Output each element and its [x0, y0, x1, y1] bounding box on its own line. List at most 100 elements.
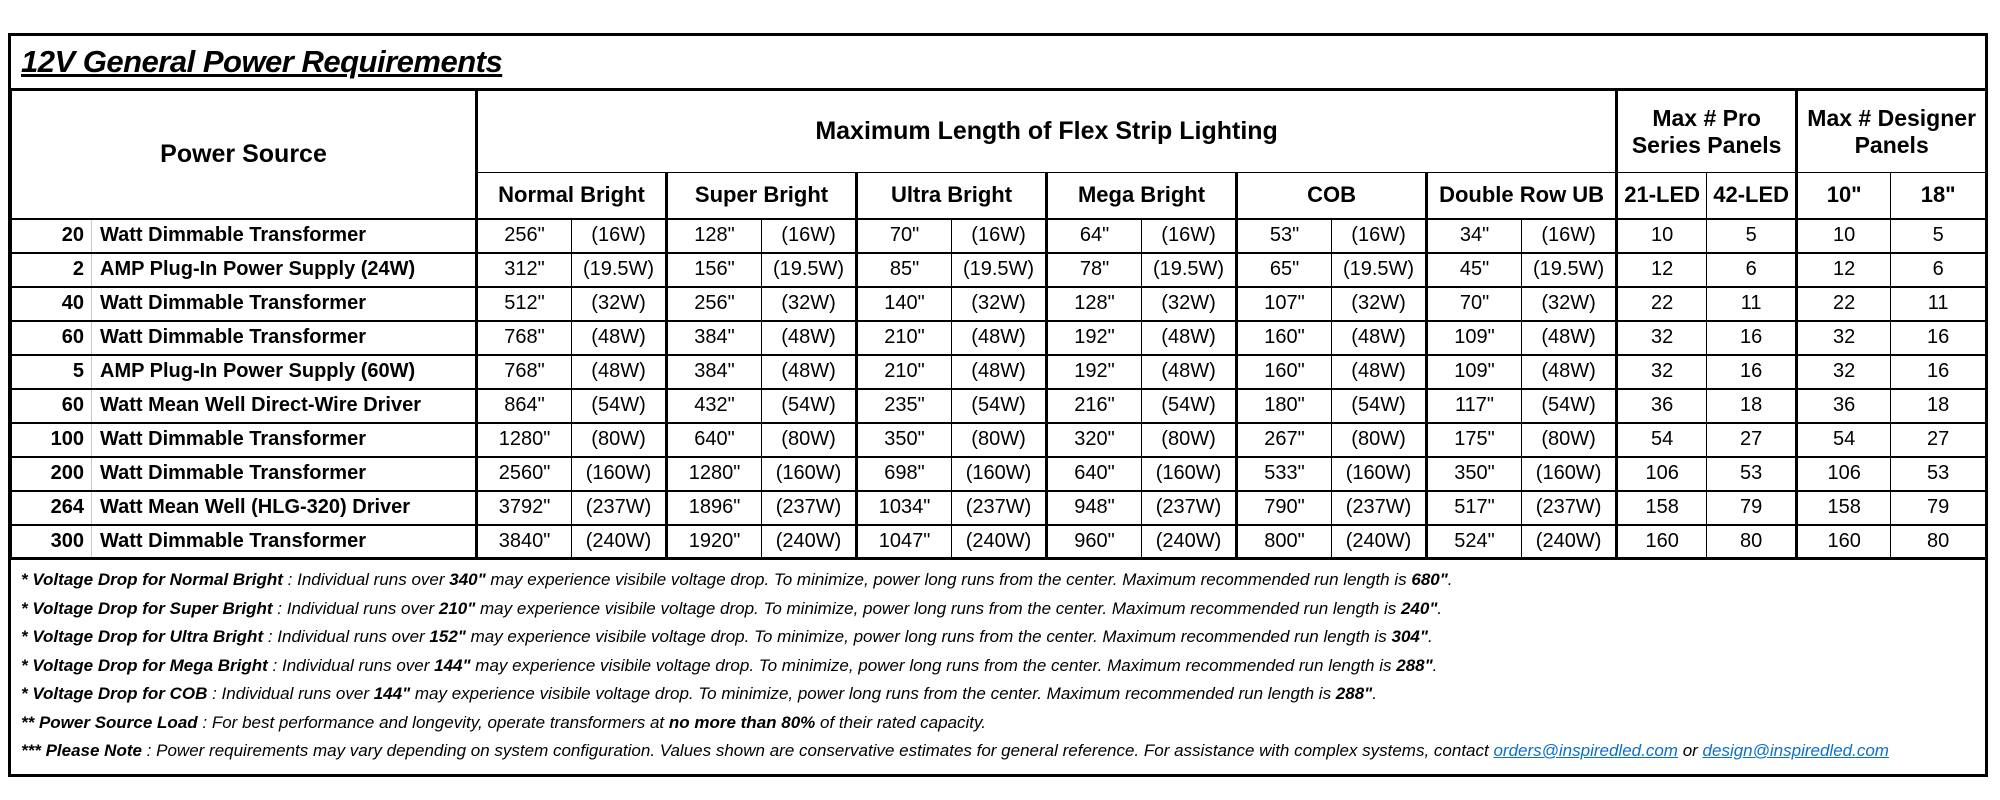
- max-length-value: 210": [855, 353, 953, 390]
- max-length-value: 109": [1425, 319, 1523, 356]
- max-length-value: 70": [855, 217, 953, 254]
- max-length-value: 65": [1235, 251, 1333, 288]
- power-source-number: 2: [11, 251, 92, 288]
- wattage-value: (160W): [951, 455, 1048, 492]
- max-length-value: 1896": [665, 489, 763, 526]
- footnote-text: .: [1427, 627, 1433, 646]
- max-length-value: 1047": [855, 523, 953, 560]
- panel-count-value: 5: [1706, 217, 1798, 254]
- wattage-value: (48W): [1331, 319, 1428, 356]
- column-header-designer-panels: Max # Designer Panels: [1795, 90, 1987, 173]
- footnote: * Voltage Drop for Normal Bright : Indiv…: [21, 566, 1985, 595]
- email-link[interactable]: orders@inspiredled.com: [1493, 741, 1678, 760]
- max-length-value: 1920": [665, 523, 763, 560]
- power-requirements-sheet: 12V General Power Requirements Power Sou…: [8, 33, 1988, 777]
- footnote-text: may experience visibile voltage drop. To…: [465, 627, 1392, 646]
- wattage-value: (48W): [761, 319, 858, 356]
- max-length-value: 85": [855, 251, 953, 288]
- wattage-value: (48W): [571, 319, 668, 356]
- footnote-bold-text: * Voltage Drop for Super Bright: [21, 598, 273, 618]
- footnote-text: : For best performance and longevity, op…: [197, 712, 669, 732]
- max-length-value: 864": [475, 387, 573, 424]
- wattage-value: (240W): [1521, 523, 1618, 560]
- max-length-value: 256": [665, 285, 763, 322]
- subheader-super-bright: Super Bright: [665, 172, 858, 220]
- footnote: *** Please Note : Power requirements may…: [21, 737, 1985, 766]
- max-length-value: 210": [855, 319, 953, 356]
- panel-count-value: 16: [1890, 319, 1987, 356]
- wattage-value: (160W): [761, 455, 858, 492]
- email-link[interactable]: design@inspiredled.com: [1702, 741, 1889, 760]
- power-source-name: Watt Mean Well Direct-Wire Driver: [91, 387, 478, 424]
- max-length-value: 78": [1045, 251, 1143, 288]
- wattage-value: (32W): [1521, 285, 1618, 322]
- max-length-value: 384": [665, 319, 763, 356]
- max-length-value: 698": [855, 455, 953, 492]
- wattage-value: (80W): [951, 421, 1048, 458]
- wattage-value: (16W): [1521, 217, 1618, 254]
- panel-count-value: 11: [1706, 285, 1798, 322]
- max-length-value: 1034": [855, 489, 953, 526]
- wattage-value: (54W): [1521, 387, 1618, 424]
- max-length-value: 533": [1235, 455, 1333, 492]
- max-length-value: 517": [1425, 489, 1523, 526]
- footnote-text: .: [1437, 598, 1443, 618]
- footnote: * Voltage Drop for Ultra Bright : Indivi…: [21, 623, 1985, 652]
- panel-count-value: 79: [1890, 489, 1987, 526]
- footnote-bold-text: * Voltage Drop for Ultra Bright: [21, 627, 264, 646]
- wattage-value: (160W): [1141, 455, 1238, 492]
- panel-count-value: 106: [1795, 455, 1892, 492]
- wattage-value: (80W): [1521, 421, 1618, 458]
- footnote-text: : Individual runs over: [263, 627, 430, 646]
- wattage-value: (54W): [1141, 387, 1238, 424]
- max-length-value: 790": [1235, 489, 1333, 526]
- max-length-value: 160": [1235, 319, 1333, 356]
- wattage-value: (32W): [761, 285, 858, 322]
- table-row: 100 Watt Dimmable Transformer 1280" (80W) 64…: [11, 421, 1987, 458]
- wattage-value: (240W): [951, 523, 1048, 560]
- footnote-bold-text: 288": [1335, 684, 1373, 703]
- footnote: * Voltage Drop for COB : Individual runs…: [21, 680, 1985, 709]
- column-header-power-source: Power Source: [10, 90, 478, 220]
- footnote: ** Power Source Load : For best performa…: [21, 709, 1985, 738]
- wattage-value: (54W): [761, 387, 858, 424]
- panel-count-value: 54: [1795, 421, 1892, 458]
- panel-count-value: 32: [1795, 319, 1892, 356]
- max-length-value: 128": [1045, 285, 1143, 322]
- wattage-value: (48W): [1141, 319, 1238, 356]
- max-length-value: 70": [1425, 285, 1523, 322]
- max-length-value: 1280": [665, 455, 763, 492]
- max-length-value: 350": [1425, 455, 1523, 492]
- max-length-value: 3792": [475, 489, 573, 526]
- max-length-value: 350": [855, 421, 953, 458]
- subheader-42-led: 42-LED: [1706, 172, 1798, 220]
- max-length-value: 156": [665, 251, 763, 288]
- max-length-value: 312": [475, 251, 573, 288]
- panel-count-value: 53: [1890, 455, 1987, 492]
- wattage-value: (240W): [1331, 523, 1428, 560]
- power-source-number: 200: [11, 455, 92, 492]
- footnote-text: : Individual runs over: [207, 684, 374, 703]
- subheader-18in: 18": [1890, 172, 1987, 220]
- footnote-bold-text: 680": [1411, 570, 1448, 589]
- max-length-value: 160": [1235, 353, 1333, 390]
- footnote-bold-text: 144": [373, 684, 411, 703]
- column-header-pro-panels: Max # Pro Series Panels: [1615, 90, 1798, 173]
- wattage-value: (48W): [1141, 353, 1238, 390]
- panel-count-value: 36: [1615, 387, 1708, 424]
- footnote-bold-text: 210": [438, 598, 476, 618]
- footnote-bold-text: 288": [1396, 655, 1433, 675]
- footnote-text: may experience visibile voltage drop. To…: [485, 570, 1412, 589]
- pro-panels-line1: Max # Pro: [1652, 104, 1761, 131]
- wattage-value: (240W): [571, 523, 668, 560]
- footnote-bold-text: * Voltage Drop for Mega Bright: [21, 655, 268, 675]
- footnote-text: : Power requirements may vary depending …: [141, 741, 1494, 760]
- subheader-10in: 10": [1795, 172, 1892, 220]
- power-source-name: Watt Dimmable Transformer: [91, 319, 478, 356]
- panel-count-value: 36: [1795, 387, 1892, 424]
- panel-count-value: 79: [1706, 489, 1798, 526]
- table-row: 264 Watt Mean Well (HLG-320) Driver 3792"(…: [11, 489, 1987, 526]
- max-length-value: 235": [855, 387, 953, 424]
- panel-count-value: 18: [1706, 387, 1798, 424]
- wattage-value: (80W): [571, 421, 668, 458]
